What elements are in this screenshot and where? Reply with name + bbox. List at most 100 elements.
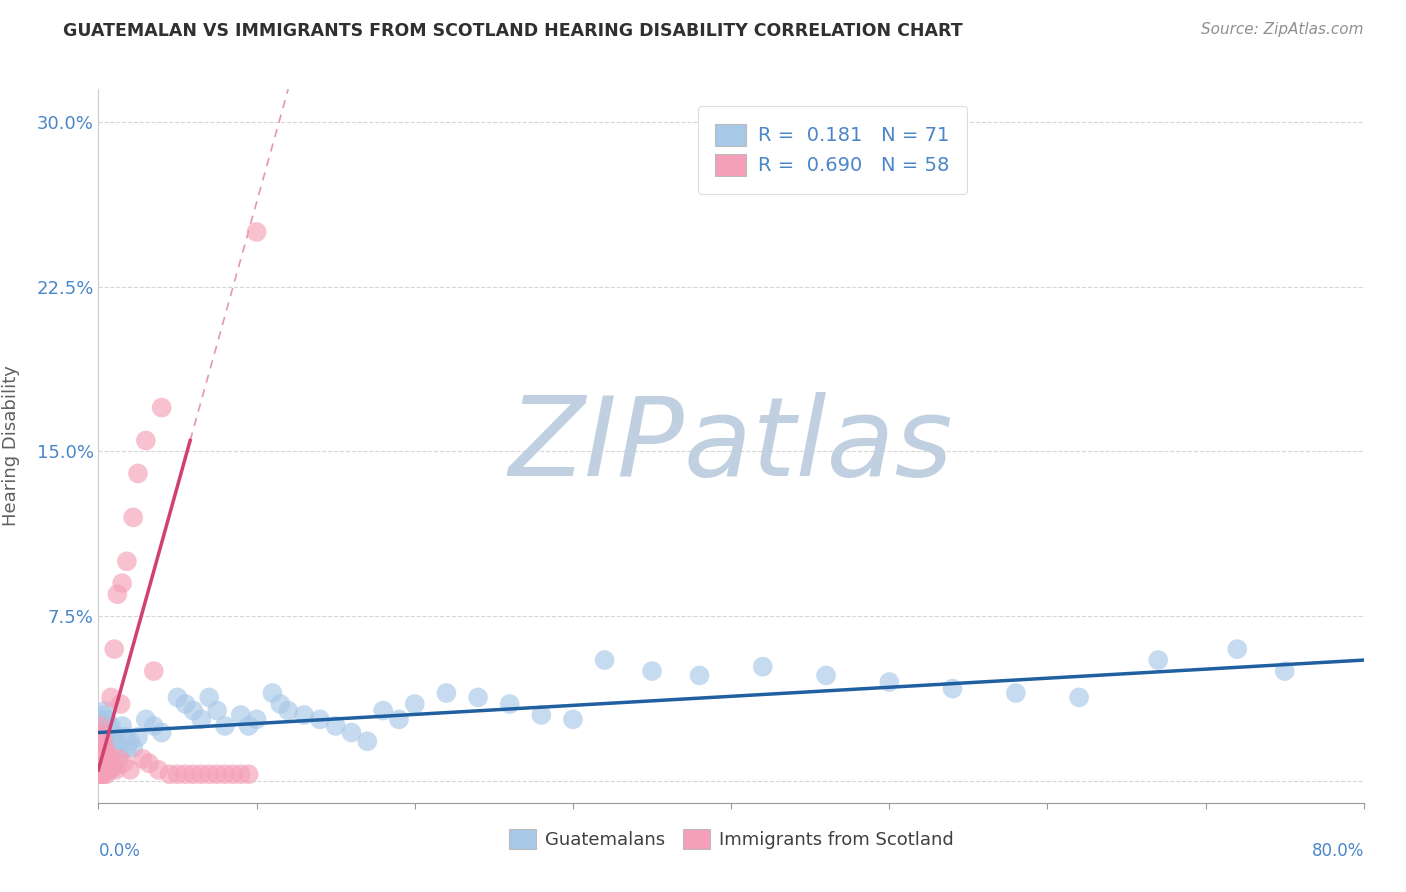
Point — [340, 725, 363, 739]
Point — [214, 719, 236, 733]
Point — [89, 719, 111, 733]
Point — [93, 763, 117, 777]
Point — [142, 719, 165, 733]
Point — [91, 740, 114, 755]
Text: GUATEMALAN VS IMMIGRANTS FROM SCOTLAND HEARING DISABILITY CORRELATION CHART: GUATEMALAN VS IMMIGRANTS FROM SCOTLAND H… — [63, 22, 963, 40]
Point — [93, 704, 117, 718]
Point — [91, 708, 114, 723]
Point — [100, 756, 122, 771]
Point — [89, 712, 111, 726]
Point — [91, 719, 114, 733]
Point — [593, 653, 616, 667]
Point — [120, 734, 141, 748]
Point — [135, 434, 157, 448]
Point — [1226, 642, 1249, 657]
Point — [93, 752, 117, 766]
Point — [498, 697, 520, 711]
Point — [96, 756, 118, 771]
Point — [103, 730, 125, 744]
Point — [127, 467, 149, 481]
Y-axis label: Hearing Disability: Hearing Disability — [1, 366, 20, 526]
Point — [97, 747, 120, 762]
Point — [111, 576, 134, 591]
Point — [222, 767, 245, 781]
Point — [309, 712, 332, 726]
Point — [1004, 686, 1026, 700]
Point — [110, 697, 132, 711]
Point — [91, 767, 114, 781]
Point — [127, 730, 149, 744]
Point — [112, 756, 135, 771]
Point — [388, 712, 411, 726]
Point — [91, 734, 114, 748]
Point — [132, 752, 155, 766]
Point — [96, 747, 118, 762]
Point — [108, 752, 131, 766]
Point — [229, 767, 252, 781]
Point — [148, 763, 170, 777]
Point — [97, 747, 120, 762]
Point — [325, 719, 347, 733]
Point — [104, 763, 127, 777]
Text: 80.0%: 80.0% — [1312, 842, 1364, 860]
Point — [174, 697, 197, 711]
Point — [205, 767, 228, 781]
Point — [166, 690, 188, 705]
Point — [107, 740, 129, 755]
Point — [90, 740, 112, 755]
Point — [98, 763, 121, 777]
Point — [90, 752, 112, 766]
Point — [103, 642, 125, 657]
Point — [688, 668, 710, 682]
Point — [115, 740, 138, 755]
Point — [89, 756, 111, 771]
Text: ZIPatlas: ZIPatlas — [509, 392, 953, 500]
Point — [198, 690, 221, 705]
Point — [100, 690, 122, 705]
Point — [246, 712, 269, 726]
Point — [89, 740, 111, 755]
Point — [174, 767, 197, 781]
Point — [269, 697, 291, 711]
Point — [120, 763, 141, 777]
Point — [115, 554, 138, 568]
Point — [122, 510, 145, 524]
Point — [101, 761, 124, 775]
Point — [166, 767, 188, 781]
Point — [90, 767, 112, 781]
Point — [530, 708, 553, 723]
Point — [101, 761, 124, 775]
Point — [371, 704, 394, 718]
Point — [1067, 690, 1090, 705]
Point — [190, 712, 212, 726]
Point — [877, 675, 900, 690]
Point — [89, 763, 111, 777]
Point — [942, 681, 965, 696]
Point — [138, 756, 160, 771]
Point — [262, 686, 284, 700]
Point — [561, 712, 585, 726]
Point — [97, 719, 120, 733]
Point — [93, 740, 117, 755]
Point — [214, 767, 236, 781]
Point — [96, 734, 118, 748]
Point — [641, 664, 664, 678]
Point — [111, 719, 134, 733]
Point — [97, 761, 120, 775]
Point — [238, 767, 260, 781]
Point — [101, 725, 124, 739]
Point — [436, 686, 458, 700]
Point — [90, 730, 112, 744]
Text: 0.0%: 0.0% — [98, 842, 141, 860]
Point — [90, 761, 112, 775]
Point — [96, 767, 118, 781]
Point — [814, 668, 837, 682]
Point — [91, 756, 114, 771]
Point — [90, 725, 112, 739]
Point — [229, 708, 252, 723]
Point — [404, 697, 426, 711]
Text: Source: ZipAtlas.com: Source: ZipAtlas.com — [1201, 22, 1364, 37]
Point — [107, 587, 129, 601]
Point — [1147, 653, 1170, 667]
Legend: Guatemalans, Immigrants from Scotland: Guatemalans, Immigrants from Scotland — [499, 820, 963, 858]
